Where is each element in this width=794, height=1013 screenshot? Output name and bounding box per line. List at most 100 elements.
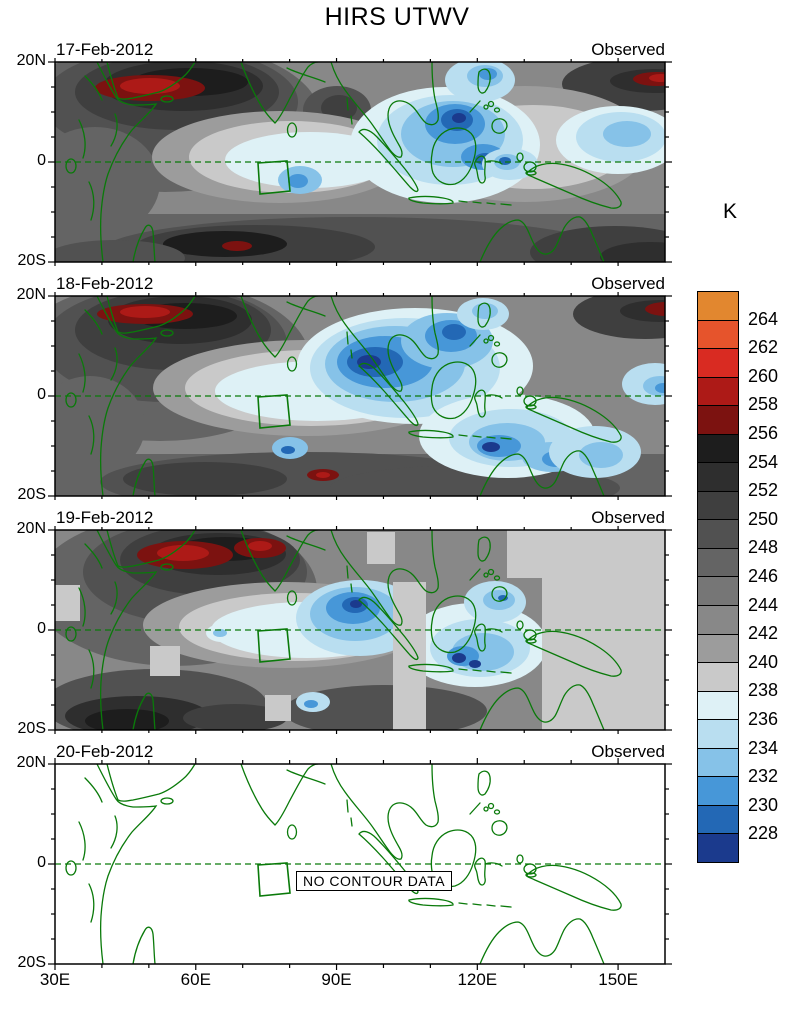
y-axis-label: 0 — [37, 386, 46, 403]
coastline — [330, 296, 439, 392]
island-outline — [65, 626, 77, 642]
plot-frame — [54, 529, 666, 731]
island-outline — [487, 100, 495, 108]
x-axis-label: 90E — [321, 970, 352, 989]
y-axis-label: 20N — [16, 754, 46, 771]
coastline — [132, 692, 156, 730]
panel-date: 20-Feb-2012 — [56, 742, 154, 761]
y-axis-label: 20N — [16, 52, 46, 69]
colorbar-tick-label: 238 — [748, 680, 779, 701]
panel-date: 18-Feb-2012 — [56, 274, 154, 293]
map-plot — [48, 526, 672, 734]
map-plot — [48, 292, 672, 500]
colorbar-cell — [698, 406, 738, 435]
x-axis-label: 60E — [180, 970, 211, 989]
island-outline — [65, 158, 77, 174]
colorbar-cell — [698, 606, 738, 635]
coastline — [358, 362, 419, 427]
colorbar-tick-label: 252 — [748, 480, 779, 501]
map-plot — [48, 58, 672, 266]
colorbar-cell — [698, 434, 738, 464]
colorbar-cell — [698, 577, 738, 607]
colorbar-tick-label: 256 — [748, 423, 779, 443]
island-outline — [525, 170, 537, 176]
coastline — [526, 630, 622, 677]
colorbar-tick-label: 264 — [748, 308, 779, 329]
coastline — [96, 764, 158, 964]
coastline — [479, 918, 605, 964]
colorbar-cell — [698, 691, 738, 721]
colorbar-cell — [698, 548, 738, 578]
coastline — [330, 764, 439, 860]
no-data-label: NO CONTOUR DATA — [296, 871, 453, 891]
coastline — [286, 67, 326, 83]
colorbar-tick-label: 240 — [748, 651, 779, 672]
coastline — [526, 162, 622, 209]
colorbar-tick-label: 234 — [748, 737, 779, 758]
coastline — [458, 434, 512, 440]
island-outline — [493, 107, 501, 113]
coastline — [479, 450, 605, 496]
colorbar-tick-label: 236 — [748, 709, 779, 729]
island-outline — [525, 404, 537, 410]
colorbar-cell — [698, 377, 738, 407]
colorbar-cell — [698, 292, 738, 321]
panel-status-label: Observed — [591, 508, 665, 527]
coastlines — [65, 764, 622, 964]
coastline — [469, 302, 508, 368]
island-outline — [65, 392, 77, 408]
coastline — [458, 902, 512, 908]
coastline — [526, 864, 622, 911]
coastline — [430, 127, 477, 186]
panel-date: 17-Feb-2012 — [56, 40, 154, 59]
colorbar-tick-label: 254 — [748, 451, 779, 472]
colorbar-tick-label: 242 — [748, 623, 779, 644]
coastline — [132, 926, 156, 964]
coastline — [346, 331, 353, 359]
coastline — [469, 536, 508, 602]
colorbar-tick-label: 232 — [748, 766, 779, 787]
colorbar-cell — [698, 634, 738, 664]
colorbar-cell — [698, 491, 738, 521]
island-outline — [160, 797, 174, 805]
coastline — [132, 224, 156, 262]
island-outline — [483, 338, 489, 344]
island-outline — [516, 152, 524, 162]
island-outline — [525, 872, 537, 878]
coastline — [358, 596, 419, 661]
coastline — [106, 530, 196, 568]
y-axis-label: 0 — [37, 854, 46, 871]
panel-status-label: Observed — [591, 40, 665, 59]
coastline — [286, 301, 326, 317]
island-outline — [516, 854, 524, 864]
y-axis-label: 20S — [17, 720, 46, 737]
y-axis-label: 20S — [17, 252, 46, 269]
figure-title: HIRS UTWV — [324, 3, 470, 31]
coastline — [346, 565, 353, 593]
colorbar-cell — [698, 463, 738, 492]
coastline — [358, 128, 419, 193]
colorbar-cell — [698, 349, 738, 378]
island-outline — [65, 860, 77, 876]
y-axis-label: 20S — [17, 954, 46, 971]
coastline — [240, 62, 319, 124]
x-axis-label: 120E — [457, 970, 498, 989]
coastline — [358, 830, 419, 895]
coastline — [458, 200, 512, 206]
panel-status-label: Observed — [591, 742, 665, 761]
coastline — [96, 530, 158, 730]
island-outline — [286, 356, 298, 372]
target-region-box — [257, 628, 291, 663]
panel-header: 19-Feb-2012 Observed — [56, 508, 665, 528]
coastlines — [65, 62, 622, 262]
coastline — [106, 764, 196, 802]
coastline — [240, 296, 319, 358]
coastline — [96, 62, 158, 262]
island-outline — [493, 341, 501, 347]
island-outline — [525, 638, 537, 644]
colorbar-cell — [698, 834, 738, 862]
island-outline — [487, 568, 495, 576]
coastline — [78, 777, 118, 923]
coastline — [408, 897, 454, 907]
